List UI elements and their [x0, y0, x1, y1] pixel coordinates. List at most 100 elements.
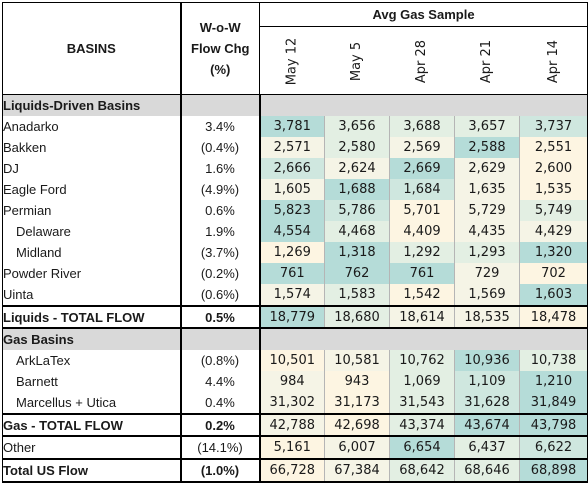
wow-change: 4.4%: [179, 371, 260, 392]
flow-value: 3,657: [454, 116, 520, 137]
header-row-dates: May 12 May 5 Apr 28 Apr 21 Apr 14: [3, 26, 588, 95]
wow-change: 0.5%: [179, 305, 260, 329]
gas-section-filler: [179, 328, 260, 350]
flow-value: 66,728: [258, 458, 325, 483]
gas-section-filler: [258, 328, 588, 350]
gas-total-row: Gas - TOTAL FLOW 0.2% 42,788 42,698 43,374 43…: [2, 413, 588, 437]
other-row: Other (14.1%) 5,161 6,007 6,654 6,437 6,622: [2, 435, 588, 459]
wow-header-line2: Flow Chg: [191, 41, 250, 56]
date-header: May 12: [259, 26, 325, 95]
wow-change: 3.4%: [179, 116, 260, 137]
flow-value: 943: [324, 371, 390, 392]
flow-value: 68,642: [389, 458, 455, 483]
header-row-top: BASINS W-o-W Flow Chg (%) Avg Gas Sample: [2, 2, 588, 95]
basin-name: Anadarko: [2, 116, 181, 137]
date-header: Apr 14: [519, 26, 588, 95]
date-label: Apr 21: [479, 39, 495, 84]
basin-name: Bakken: [2, 137, 181, 158]
flow-value: 2,569: [389, 137, 455, 158]
flow-value: 5,749: [519, 200, 588, 221]
liquids-section-row: Liquids-Driven Basins: [2, 94, 588, 116]
liquids-section-filler: [179, 94, 260, 116]
table-row: Marcellus + Utica 0.4% 31,302 31,173 31,543 3…: [2, 392, 588, 414]
basin-name: DJ: [2, 158, 181, 179]
liquids-total-row: Liquids - TOTAL FLOW 0.5% 18,779 18,680 18,6…: [2, 305, 588, 329]
flow-value: 31,849: [519, 392, 588, 414]
flow-value: 1,635: [454, 179, 520, 200]
wow-change: (0.4%): [179, 137, 260, 158]
basins-header: BASINS: [2, 2, 182, 95]
flow-value: 4,435: [454, 221, 520, 242]
flow-value: 1,688: [324, 179, 390, 200]
flow-value: 1,542: [389, 284, 455, 306]
flow-value: 68,646: [454, 458, 520, 483]
date-header: May 5: [324, 26, 390, 95]
wow-header: W-o-W Flow Chg (%): [180, 2, 260, 95]
flow-value: 5,786: [324, 200, 390, 221]
flow-value: 1,583: [324, 284, 390, 306]
wow-change: (0.2%): [179, 263, 260, 284]
flow-value: 1,069: [389, 371, 455, 392]
flow-value: 1,535: [519, 179, 588, 200]
flow-value: 31,543: [389, 392, 455, 414]
flow-value: 42,788: [258, 413, 325, 437]
flow-value: 762: [324, 263, 390, 284]
table-row: Eagle Ford (4.9%) 1,605 1,688 1,684 1,635 1,53…: [2, 179, 588, 200]
wow-change: (4.9%): [179, 179, 260, 200]
wow-change: (0.8%): [179, 350, 260, 371]
flow-value: 67,384: [324, 458, 390, 483]
table-row: Anadarko 3.4% 3,781 3,656 3,688 3,657 3,737: [2, 116, 588, 137]
table-body: Liquids-Driven Basins Anadarko 3.4% 3,781 3,…: [2, 94, 588, 483]
date-label: May 12: [284, 37, 300, 86]
flow-value: 18,779: [258, 305, 325, 329]
date-header: Apr 28: [389, 26, 455, 95]
basin-name: Uinta: [2, 284, 181, 306]
flow-value: 31,302: [258, 392, 325, 414]
flow-value: 6,622: [519, 435, 588, 459]
basins-header-label: BASINS: [66, 41, 116, 56]
flow-value: 702: [519, 263, 588, 284]
flow-value: 761: [389, 263, 455, 284]
flow-value: 4,429: [519, 221, 588, 242]
flow-value: 1,603: [519, 284, 588, 306]
flow-value: 10,936: [454, 350, 520, 371]
wow-change: (3.7%): [179, 242, 260, 263]
flow-value: 1,320: [519, 242, 588, 263]
liquids-section-filler: [258, 94, 588, 116]
basin-name: Other: [2, 435, 181, 459]
flow-value: 1,569: [454, 284, 520, 306]
avg-gas-sample-header: Avg Gas Sample: [259, 2, 588, 27]
flow-value: 1,109: [454, 371, 520, 392]
flow-value: 10,581: [324, 350, 390, 371]
table-row: Midland (3.7%) 1,269 1,318 1,292 1,293 1,320: [2, 242, 588, 263]
flow-value: 2,580: [324, 137, 390, 158]
flow-value: 31,173: [324, 392, 390, 414]
flow-value: 2,669: [389, 158, 455, 179]
flow-value: 2,624: [324, 158, 390, 179]
basin-name: Delaware: [2, 221, 181, 242]
flow-value: 984: [258, 371, 325, 392]
wow-change: 0.2%: [179, 413, 260, 437]
basin-name: Powder River: [2, 263, 181, 284]
flow-value: 10,762: [389, 350, 455, 371]
wow-change: (1.0%): [179, 458, 260, 483]
flow-value: 5,701: [389, 200, 455, 221]
flow-value: 43,674: [454, 413, 520, 437]
flow-value: 4,409: [389, 221, 455, 242]
date-label: May 5: [349, 41, 365, 82]
basin-name: Barnett: [2, 371, 181, 392]
total-us-flow-row: Total US Flow (1.0%) 66,728 67,384 68,642 68,…: [2, 458, 588, 483]
flow-value: 1,292: [389, 242, 455, 263]
gas-section-row: Gas Basins: [2, 328, 588, 350]
basin-name: Total US Flow: [2, 458, 181, 483]
flow-value: 3,737: [519, 116, 588, 137]
flow-value: 5,161: [258, 435, 325, 459]
flow-value: 5,823: [258, 200, 325, 221]
table-row: Barnett 4.4% 984 943 1,069 1,109 1,210: [2, 371, 588, 392]
flow-value: 6,437: [454, 435, 520, 459]
flow-value: 2,588: [454, 137, 520, 158]
table-row: Powder River (0.2%) 761 762 761 729 702: [2, 263, 588, 284]
date-label: Apr 14: [545, 39, 561, 84]
flow-value: 6,654: [389, 435, 455, 459]
